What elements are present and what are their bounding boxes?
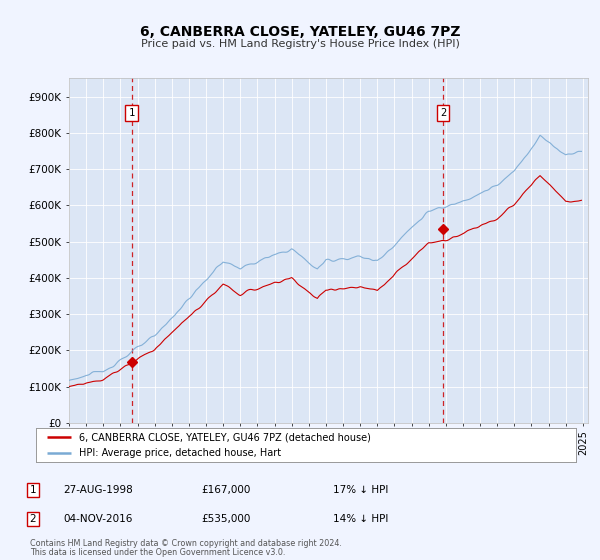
- Text: 6, CANBERRA CLOSE, YATELEY, GU46 7PZ: 6, CANBERRA CLOSE, YATELEY, GU46 7PZ: [140, 25, 460, 39]
- Text: 17% ↓ HPI: 17% ↓ HPI: [333, 485, 388, 495]
- Text: 6, CANBERRA CLOSE, YATELEY, GU46 7PZ (detached house): 6, CANBERRA CLOSE, YATELEY, GU46 7PZ (de…: [79, 432, 371, 442]
- Text: HPI: Average price, detached house, Hart: HPI: Average price, detached house, Hart: [79, 448, 281, 458]
- Text: 1: 1: [29, 485, 37, 495]
- Text: 27-AUG-1998: 27-AUG-1998: [63, 485, 133, 495]
- Text: £535,000: £535,000: [201, 514, 250, 524]
- Text: 14% ↓ HPI: 14% ↓ HPI: [333, 514, 388, 524]
- Text: This data is licensed under the Open Government Licence v3.0.: This data is licensed under the Open Gov…: [30, 548, 286, 557]
- Text: Price paid vs. HM Land Registry's House Price Index (HPI): Price paid vs. HM Land Registry's House …: [140, 39, 460, 49]
- Text: 2: 2: [440, 108, 446, 118]
- Text: £167,000: £167,000: [201, 485, 250, 495]
- Text: 2: 2: [29, 514, 37, 524]
- Text: 04-NOV-2016: 04-NOV-2016: [63, 514, 133, 524]
- Text: Contains HM Land Registry data © Crown copyright and database right 2024.: Contains HM Land Registry data © Crown c…: [30, 539, 342, 548]
- Text: 1: 1: [128, 108, 134, 118]
